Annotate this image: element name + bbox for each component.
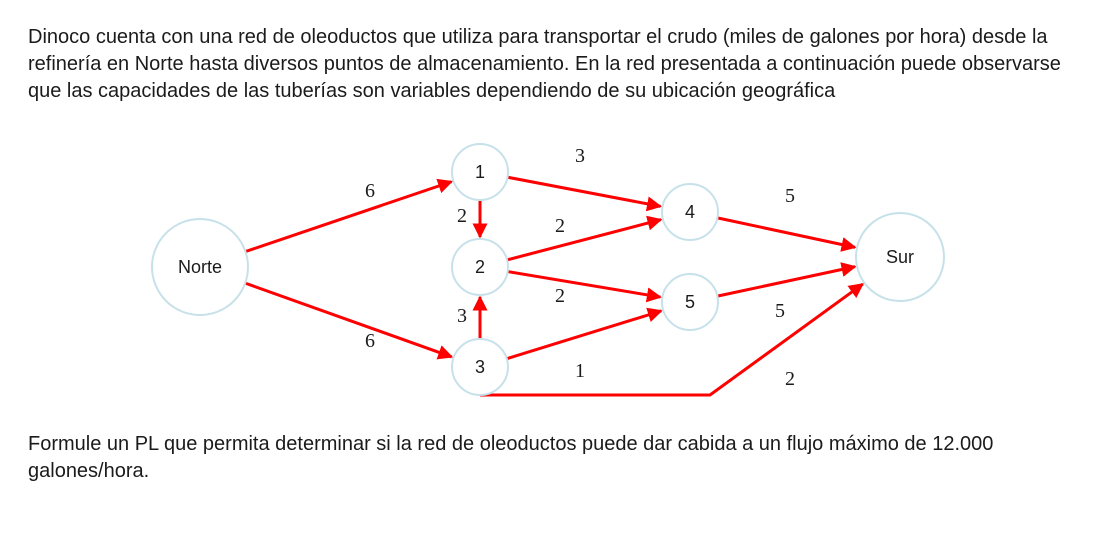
node-label-2: 2	[474, 257, 484, 277]
edge-4-Sur	[717, 218, 855, 247]
node-label-Sur: Sur	[885, 247, 913, 267]
edge-label-Norte-1: 6	[365, 180, 375, 202]
edge-Norte-1	[245, 182, 451, 252]
edge-3-5	[506, 311, 661, 359]
edge-1-4	[507, 177, 660, 206]
node-label-Norte: Norte	[177, 257, 221, 277]
edge-5-Sur	[717, 267, 855, 296]
network-diagram: 6 6 2 3 3 2 2 1 5 5 2 Norte 1 2 3 4 5 Sur	[110, 117, 990, 417]
nodes-group: Norte 1 2 3 4 5 Sur	[152, 144, 944, 395]
edge-label-2-5: 2	[555, 285, 565, 307]
network-diagram-container: 6 6 2 3 3 2 2 1 5 5 2 Norte 1 2 3 4 5 Sur	[28, 117, 1071, 417]
edge-label-1-4: 3	[575, 145, 585, 167]
edge-label-Norte-3: 6	[365, 330, 375, 352]
edge-label-1-2: 2	[457, 205, 467, 227]
edge-label-3-Sur: 2	[785, 368, 795, 390]
intro-paragraph: Dinoco cuenta con una red de oleoductos …	[28, 24, 1071, 105]
edges-group: 6 6 2 3 3 2 2 1 5 5 2	[245, 145, 863, 395]
node-label-5: 5	[684, 292, 694, 312]
outro-paragraph: Formule un PL que permita determinar si …	[28, 431, 1071, 485]
node-label-4: 4	[684, 202, 694, 222]
edge-2-4	[507, 220, 661, 260]
node-label-3: 3	[474, 357, 484, 377]
node-label-1: 1	[474, 162, 484, 182]
edge-label-2-4: 2	[555, 215, 565, 237]
edge-label-3-5: 1	[575, 360, 585, 382]
edge-Norte-3	[245, 283, 452, 357]
edge-label-5-Sur: 5	[775, 300, 785, 322]
edge-label-4-Sur: 5	[785, 185, 795, 207]
edge-2-5	[507, 272, 660, 297]
edge-label-3-2: 3	[457, 305, 467, 327]
